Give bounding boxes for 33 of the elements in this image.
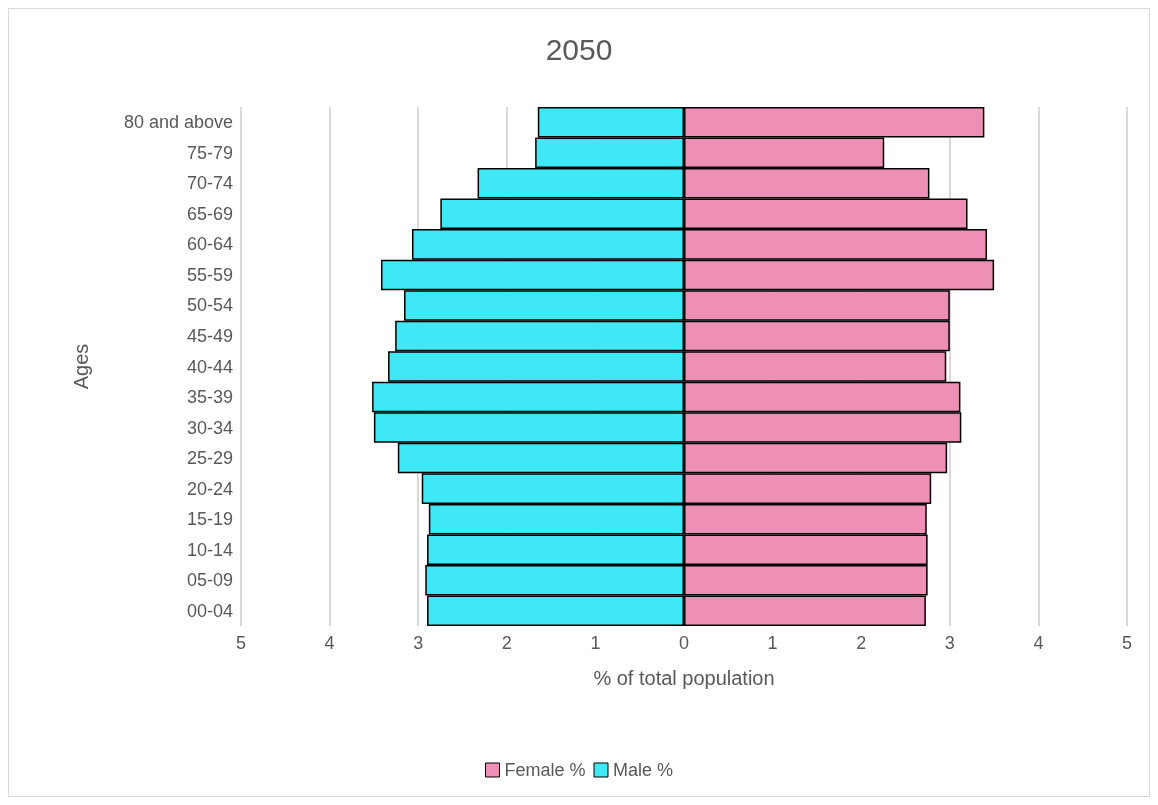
x-tick-label: 4 [324, 633, 335, 653]
x-tick-label: 2 [856, 633, 867, 653]
y-tick-label: 25-29 [186, 448, 233, 469]
y-tick-label: 65-69 [186, 203, 233, 224]
y-tick-label: 70-74 [186, 173, 233, 194]
legend-label: Female % [504, 760, 586, 780]
x-tick-label: 3 [413, 633, 424, 653]
x-tick-label: 5 [235, 633, 247, 653]
x-tick-label: 4 [1033, 633, 1044, 653]
y-tick-label: 15-19 [186, 509, 233, 530]
chart-title: 2050 [545, 32, 613, 66]
y-tick-label: 80 and above [123, 112, 233, 133]
y-tick-label: 30-34 [186, 417, 233, 438]
x-tick-label: 2 [501, 633, 512, 653]
x-tick-label: 1 [767, 633, 778, 653]
y-tick-label: 35-39 [186, 387, 233, 408]
y-tick-label: 45-49 [186, 325, 233, 346]
y-tick-label: 05-09 [186, 570, 233, 591]
y-tick-label: 00-04 [186, 600, 233, 621]
x-tick-label: 0 [678, 633, 690, 653]
y-tick-label: 55-59 [186, 264, 233, 285]
y-axis-title: Ages [70, 343, 92, 390]
legend-label: Male % [613, 760, 674, 780]
y-tick-label: 50-54 [186, 295, 233, 316]
y-tick-label: 20-24 [186, 478, 233, 499]
x-tick-label: 1 [590, 633, 601, 653]
y-tick-label: 10-14 [186, 539, 233, 560]
y-tick-label: 40-44 [186, 356, 233, 377]
x-tick-label: 3 [944, 633, 955, 653]
x-tick-label: 5 [1121, 633, 1133, 653]
x-axis-title: % of total population [593, 667, 775, 689]
y-tick-label: 75-79 [186, 142, 233, 163]
y-tick-label: 60-64 [186, 234, 233, 255]
